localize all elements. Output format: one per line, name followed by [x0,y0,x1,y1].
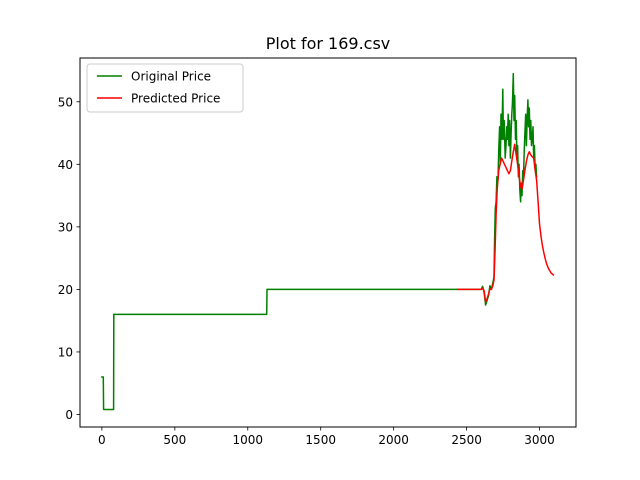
y-axis-ticks: 0 10 20 30 40 50 [58,95,80,422]
y-tick-label: 50 [58,95,73,109]
plot-frame [79,57,577,428]
x-tick-label: 1500 [305,433,336,447]
y-tick-label: 0 [65,408,73,422]
x-tick-label: 500 [163,433,186,447]
legend: Original Price Predicted Price [86,63,244,113]
y-tick-label: 40 [58,158,73,172]
chart-title: Plot for 169.csv [266,34,391,53]
x-tick-label: 2000 [378,433,409,447]
series-layer [101,72,555,411]
y-tick-label: 10 [58,345,73,359]
x-tick-label: 2500 [451,433,482,447]
legend-label-0: Original Price [131,70,211,84]
legend-box [86,63,244,113]
x-axis-ticks: 0 500 1000 1500 2000 2500 3000 [98,427,555,447]
x-tick-label: 0 [98,433,106,447]
y-tick-label: 20 [58,283,73,297]
x-tick-label: 3000 [524,433,555,447]
legend-label-1: Predicted Price [131,92,220,106]
y-tick-label: 30 [58,220,73,234]
plot-area [80,58,576,427]
x-tick-label: 1000 [232,433,263,447]
series-line-1 [457,143,555,303]
